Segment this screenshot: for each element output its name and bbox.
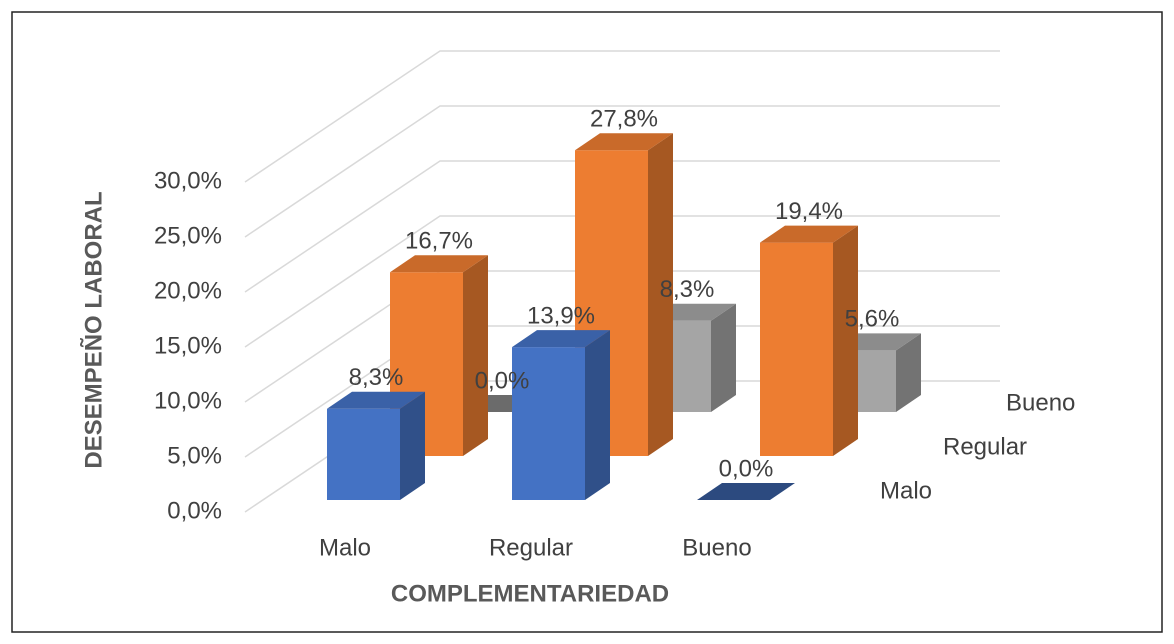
data-label: 0,0% <box>719 455 774 482</box>
data-label: 8,3% <box>349 364 404 391</box>
data-label: 0,0% <box>475 367 530 394</box>
bar-front <box>512 347 585 500</box>
bar <box>760 225 858 456</box>
x-axis-title: COMPLEMENTARIEDAD <box>391 580 669 607</box>
grid-line <box>244 160 1000 293</box>
y-tick-label: 5,0% <box>167 442 222 469</box>
x-tick-label: Regular <box>489 534 573 561</box>
series-label: Malo <box>880 477 932 504</box>
data-label: 8,3% <box>660 276 715 303</box>
bar-top <box>390 255 488 273</box>
bar-top <box>697 483 795 500</box>
data-label: 13,9% <box>527 302 595 329</box>
grid-line <box>244 50 1000 183</box>
y-axis-title: DESEMPEÑO LABORAL <box>79 191 107 468</box>
bar-side <box>711 303 736 412</box>
bar-side <box>648 133 673 456</box>
data-label: 16,7% <box>405 228 473 255</box>
y-tick-label: 15,0% <box>154 332 222 359</box>
bar-front <box>327 408 400 500</box>
x-tick-label: Bueno <box>682 534 751 561</box>
y-tick-label: 10,0% <box>154 387 222 414</box>
bar <box>697 483 795 500</box>
y-tick-label: 30,0% <box>154 167 222 194</box>
bar <box>327 391 425 500</box>
bar-top <box>512 330 610 348</box>
y-tick-label: 25,0% <box>154 222 222 249</box>
bar <box>512 330 610 500</box>
bar-top <box>760 225 858 243</box>
grid-line <box>244 105 1000 238</box>
bar-side <box>833 225 858 456</box>
series-label: Regular <box>943 433 1027 460</box>
bar-side <box>585 330 610 500</box>
data-label: 27,8% <box>590 106 658 133</box>
y-tick-label: 0,0% <box>167 497 222 524</box>
series-label: Bueno <box>1006 389 1075 416</box>
bar-top <box>575 133 673 151</box>
bar-side <box>463 255 488 456</box>
bar-side <box>896 333 921 412</box>
bar-top <box>327 391 425 409</box>
data-label: 19,4% <box>775 198 843 225</box>
bar-front <box>760 242 833 456</box>
bar-side <box>400 391 425 500</box>
data-label: 5,6% <box>845 306 900 333</box>
y-tick-label: 20,0% <box>154 277 222 304</box>
x-tick-label: Malo <box>319 534 371 561</box>
grid-line <box>244 215 1000 348</box>
